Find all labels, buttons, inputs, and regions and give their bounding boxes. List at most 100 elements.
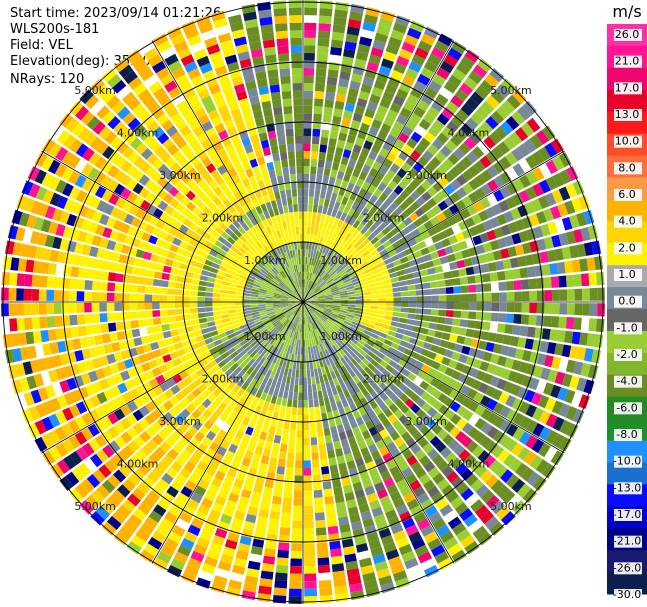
velocity-gate [46, 276, 56, 288]
velocity-gate [287, 227, 293, 236]
velocity-gate [473, 200, 485, 213]
velocity-gate [396, 425, 407, 436]
velocity-gate [582, 288, 590, 301]
velocity-gate [321, 253, 327, 262]
velocity-gate [401, 125, 414, 137]
velocity-gate [365, 133, 376, 144]
velocity-gate [489, 521, 505, 536]
velocity-gate [382, 502, 395, 514]
velocity-gate [543, 208, 554, 222]
velocity-gate [320, 325, 327, 333]
velocity-gate [256, 438, 266, 448]
velocity-gate [532, 476, 547, 492]
velocity-gate [441, 356, 451, 366]
velocity-gate [233, 510, 246, 521]
velocity-gate [362, 115, 373, 126]
velocity-gate [296, 437, 303, 446]
velocity-gate [296, 308, 301, 317]
velocity-gate [423, 26, 439, 40]
velocity-gate [204, 556, 218, 568]
velocity-gate [310, 298, 318, 301]
velocity-gate [505, 280, 515, 291]
velocity-gate [383, 339, 393, 347]
velocity-gate [480, 422, 493, 435]
velocity-gate [512, 193, 524, 206]
velocity-gate [393, 307, 401, 312]
velocity-gate [8, 287, 17, 301]
velocity-gate [356, 326, 365, 333]
velocity-gate [270, 449, 279, 459]
velocity-gate [289, 330, 294, 338]
velocity-gate [325, 295, 333, 299]
velocity-gate [337, 236, 344, 245]
velocity-gate [458, 327, 467, 336]
velocity-gate [466, 204, 478, 216]
velocity-gate [352, 228, 360, 238]
velocity-gate [360, 261, 369, 268]
velocity-gate [227, 302, 236, 306]
velocity-gate [198, 317, 207, 324]
velocity-gate [303, 415, 309, 423]
velocity-gate [379, 392, 389, 402]
velocity-gate [374, 321, 384, 328]
velocity-gate [471, 379, 482, 391]
velocity-gate [260, 24, 274, 34]
velocity-gate [382, 240, 392, 249]
velocity-gate [402, 144, 414, 155]
velocity-gate [369, 499, 381, 510]
velocity-gate [306, 316, 309, 325]
velocity-gate [459, 319, 469, 328]
velocity-gate [326, 518, 338, 528]
velocity-gate [489, 375, 501, 388]
velocity-gate [496, 484, 510, 499]
velocity-gate [460, 487, 474, 501]
velocity-gate [358, 171, 368, 181]
velocity-gate [385, 169, 396, 180]
velocity-gate [446, 120, 459, 134]
velocity-gate [479, 232, 490, 243]
velocity-gate [394, 195, 404, 206]
velocity-gate [373, 79, 386, 91]
velocity-gate [413, 486, 426, 498]
velocity-gate [241, 528, 254, 539]
velocity-gate [349, 11, 363, 22]
velocity-gate [153, 325, 163, 333]
velocity-gate [396, 327, 405, 335]
velocity-gate [407, 372, 417, 382]
velocity-gate [453, 294, 462, 302]
velocity-gate [294, 475, 303, 484]
velocity-gate [404, 184, 415, 195]
velocity-gate [451, 114, 464, 128]
velocity-gate [385, 306, 394, 312]
velocity-gate [262, 400, 270, 410]
velocity-gate [353, 315, 362, 321]
velocity-gate [292, 234, 297, 243]
velocity-gate [257, 297, 266, 300]
velocity-gate [39, 316, 48, 329]
velocity-gate [349, 582, 363, 593]
velocity-gate [324, 246, 331, 255]
velocity-gate [444, 409, 456, 421]
velocity-gate [293, 211, 299, 220]
velocity-gate [340, 238, 348, 247]
velocity-gate [320, 366, 327, 375]
velocity-gate [397, 251, 407, 259]
velocity-gate [308, 290, 314, 297]
velocity-gate [310, 226, 315, 235]
velocity-gate [504, 324, 514, 335]
velocity-gate [278, 144, 287, 153]
velocity-gate [419, 380, 430, 391]
field-line: Field: VEL [10, 38, 73, 54]
velocity-gate [106, 292, 115, 302]
velocity-gate [447, 378, 458, 389]
velocity-gate [360, 510, 373, 521]
velocity-gate [507, 370, 519, 383]
velocity-gate [474, 504, 490, 519]
velocity-gate [386, 484, 399, 495]
velocity-gate [422, 282, 431, 289]
colorbar-title: m/s [612, 2, 641, 21]
velocity-gate [490, 479, 505, 494]
velocity-gate [217, 488, 230, 500]
velocity-gate [348, 246, 357, 254]
velocity-gate [298, 384, 303, 393]
